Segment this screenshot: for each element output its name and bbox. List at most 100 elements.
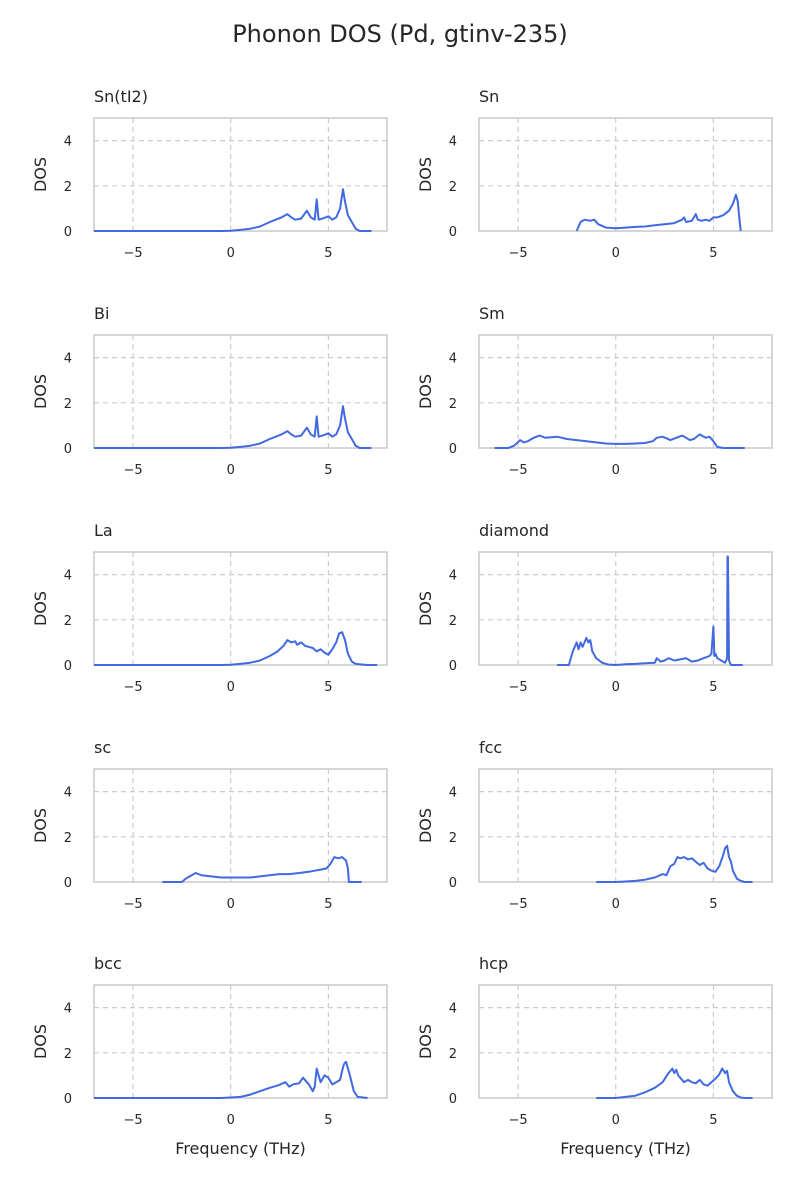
x-tick-label: −5	[508, 680, 527, 695]
x-tick-label: 5	[324, 1113, 332, 1128]
dos-line	[94, 188, 372, 232]
x-tick-label: 5	[709, 1113, 717, 1128]
subplot-title: Sn(tI2)	[94, 87, 148, 106]
plot-frame	[93, 117, 388, 232]
y-tick-label: 0	[449, 442, 457, 457]
x-tick-label: 0	[227, 463, 235, 478]
x-tick-label: 5	[709, 680, 717, 695]
y-tick-label: 4	[64, 135, 72, 150]
y-axis-label: DOS	[31, 1024, 50, 1059]
y-axis-label: DOS	[416, 591, 435, 626]
y-tick-label: 4	[449, 569, 457, 584]
plot-frame	[93, 768, 388, 883]
y-tick-label: 4	[449, 352, 457, 367]
x-tick-label: −5	[508, 897, 527, 912]
plot-frame	[478, 117, 773, 232]
y-axis-label: DOS	[31, 374, 50, 409]
y-tick-label: 2	[64, 614, 72, 629]
x-tick-label: −5	[508, 1113, 527, 1128]
plot-frame	[93, 984, 388, 1099]
x-tick-label: −5	[123, 897, 142, 912]
plot-frame	[478, 334, 773, 449]
x-tick-label: −5	[508, 463, 527, 478]
x-tick-label: 0	[612, 1113, 620, 1128]
subplot-title: hcp	[479, 954, 508, 973]
y-tick-label: 2	[449, 614, 457, 629]
x-tick-label: 0	[227, 897, 235, 912]
dos-line	[575, 193, 742, 232]
x-tick-label: −5	[123, 1113, 142, 1128]
y-tick-label: 2	[64, 1047, 72, 1062]
x-tick-label: 0	[612, 246, 620, 261]
y-tick-label: 2	[449, 1047, 457, 1062]
y-tick-label: 0	[64, 876, 72, 891]
x-tick-label: 0	[612, 680, 620, 695]
x-tick-label: −5	[123, 463, 142, 478]
dos-line	[494, 433, 745, 449]
x-tick-label: 0	[227, 680, 235, 695]
plot-frame	[93, 334, 388, 449]
subplot-title: Sm	[479, 304, 505, 323]
plot-frame	[93, 551, 388, 666]
x-tick-label: 5	[324, 463, 332, 478]
subplot-title: La	[94, 521, 113, 540]
subplot-title: sc	[94, 738, 111, 757]
subplot-title: fcc	[479, 738, 502, 757]
y-tick-label: 0	[449, 225, 457, 240]
x-tick-label: 0	[227, 246, 235, 261]
x-tick-label: 5	[709, 463, 717, 478]
x-tick-label: −5	[123, 680, 142, 695]
figure-title: Phonon DOS (Pd, gtinv-235)	[232, 20, 568, 48]
y-axis-label: DOS	[416, 808, 435, 843]
plot-frame	[478, 768, 773, 883]
y-tick-label: 4	[64, 786, 72, 801]
dos-line	[94, 405, 372, 449]
y-axis-label: DOS	[31, 157, 50, 192]
plot-frame	[478, 984, 773, 1099]
x-tick-label: 0	[612, 897, 620, 912]
y-axis-label: DOS	[416, 1024, 435, 1059]
y-tick-label: 2	[449, 397, 457, 412]
dos-line	[94, 631, 378, 666]
y-tick-label: 0	[449, 659, 457, 674]
y-tick-label: 0	[449, 876, 457, 891]
y-tick-label: 0	[64, 442, 72, 457]
dos-line	[162, 856, 362, 883]
y-tick-label: 4	[64, 352, 72, 367]
dos-line	[596, 844, 753, 883]
y-tick-label: 4	[449, 786, 457, 801]
x-axis-label: Frequency (THz)	[175, 1139, 305, 1158]
subplot-title: bcc	[94, 954, 122, 973]
y-tick-label: 0	[64, 659, 72, 674]
y-tick-label: 2	[64, 831, 72, 846]
x-tick-label: −5	[508, 246, 527, 261]
subplot-title: diamond	[479, 521, 549, 540]
dos-line	[596, 1067, 753, 1099]
y-axis-label: DOS	[31, 591, 50, 626]
y-axis-label: DOS	[416, 157, 435, 192]
y-tick-label: 0	[449, 1092, 457, 1107]
x-tick-label: 5	[324, 246, 332, 261]
x-tick-label: 0	[612, 463, 620, 478]
subplot-title: Sn	[479, 87, 499, 106]
y-tick-label: 4	[449, 135, 457, 150]
y-tick-label: 4	[64, 569, 72, 584]
x-tick-label: 0	[227, 1113, 235, 1128]
y-axis-label: DOS	[31, 808, 50, 843]
y-tick-label: 4	[449, 1002, 457, 1017]
x-tick-label: 5	[324, 680, 332, 695]
y-tick-label: 2	[64, 180, 72, 195]
y-tick-label: 0	[64, 225, 72, 240]
y-tick-label: 2	[449, 180, 457, 195]
x-tick-label: 5	[709, 246, 717, 261]
y-tick-label: 2	[449, 831, 457, 846]
y-tick-label: 2	[64, 397, 72, 412]
y-tick-label: 4	[64, 1002, 72, 1017]
subplot-title: Bi	[94, 304, 109, 323]
dos-line	[94, 1060, 368, 1099]
x-tick-label: 5	[709, 897, 717, 912]
x-tick-label: −5	[123, 246, 142, 261]
y-tick-label: 0	[64, 1092, 72, 1107]
x-axis-label: Frequency (THz)	[560, 1139, 690, 1158]
